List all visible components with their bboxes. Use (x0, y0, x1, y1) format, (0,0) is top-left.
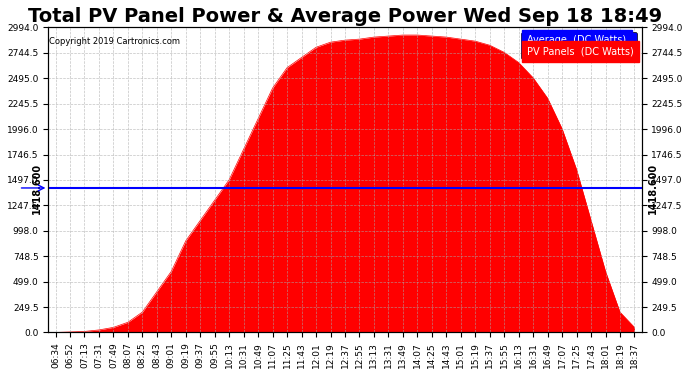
Legend: Average  (DC Watts), PV Panels  (DC Watts): Average (DC Watts), PV Panels (DC Watts) (522, 32, 637, 59)
Text: 1418.600: 1418.600 (648, 162, 658, 213)
Text: Copyright 2019 Cartronics.com: Copyright 2019 Cartronics.com (49, 37, 180, 46)
Title: Total PV Panel Power & Average Power Wed Sep 18 18:49: Total PV Panel Power & Average Power Wed… (28, 7, 662, 26)
Text: 1418.600: 1418.600 (32, 162, 42, 213)
